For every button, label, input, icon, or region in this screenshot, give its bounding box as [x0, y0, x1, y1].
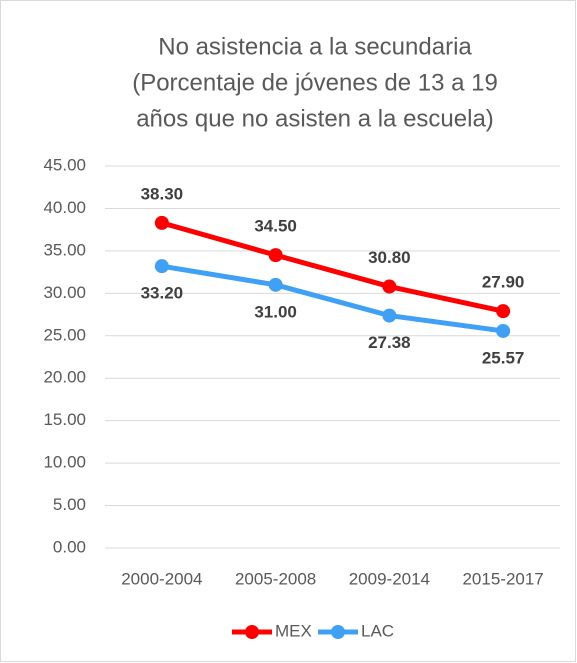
y-tick-label: 10.00	[43, 453, 86, 472]
point	[268, 248, 283, 263]
chart-title: No asistencia a la secundaria	[158, 33, 472, 60]
point	[382, 308, 397, 323]
point	[268, 277, 283, 292]
point	[382, 279, 397, 294]
data-label: 34.50	[254, 217, 297, 236]
data-label: 25.57	[482, 348, 525, 367]
point	[154, 259, 169, 274]
point	[496, 304, 511, 319]
data-label: 38.30	[141, 184, 184, 203]
data-label: 31.00	[254, 302, 297, 321]
x-tick-label: 2000-2004	[121, 569, 202, 588]
data-label: 30.80	[368, 248, 411, 267]
legend-label: MEX	[275, 621, 312, 640]
y-tick-label: 40.00	[43, 198, 86, 217]
y-tick-label: 0.00	[53, 537, 86, 556]
point	[496, 323, 511, 338]
data-label: 33.20	[141, 284, 184, 303]
point	[154, 215, 169, 230]
legend-label: LAC	[361, 621, 394, 640]
y-tick-label: 45.00	[43, 155, 86, 174]
y-tick-label: 30.00	[43, 283, 86, 302]
y-tick-label: 35.00	[43, 240, 86, 259]
x-tick-label: 2005-2008	[235, 569, 316, 588]
legend-marker	[245, 625, 259, 639]
line	[161, 263, 504, 334]
x-tick-label: 2015-2017	[462, 569, 543, 588]
chart-title: años que no asisten a la escuela)	[136, 105, 494, 132]
y-tick-label: 5.00	[53, 495, 86, 514]
line	[161, 220, 504, 314]
chart-title: (Porcentaje de jóvenes de 13 a 19	[132, 69, 498, 96]
y-tick-label: 25.00	[43, 325, 86, 344]
y-tick-label: 15.00	[43, 410, 86, 429]
data-label: 27.90	[482, 273, 525, 292]
y-tick-label: 20.00	[43, 368, 86, 387]
x-tick-label: 2009-2014	[349, 569, 430, 588]
legend-marker	[331, 625, 345, 639]
data-label: 27.38	[368, 333, 411, 352]
